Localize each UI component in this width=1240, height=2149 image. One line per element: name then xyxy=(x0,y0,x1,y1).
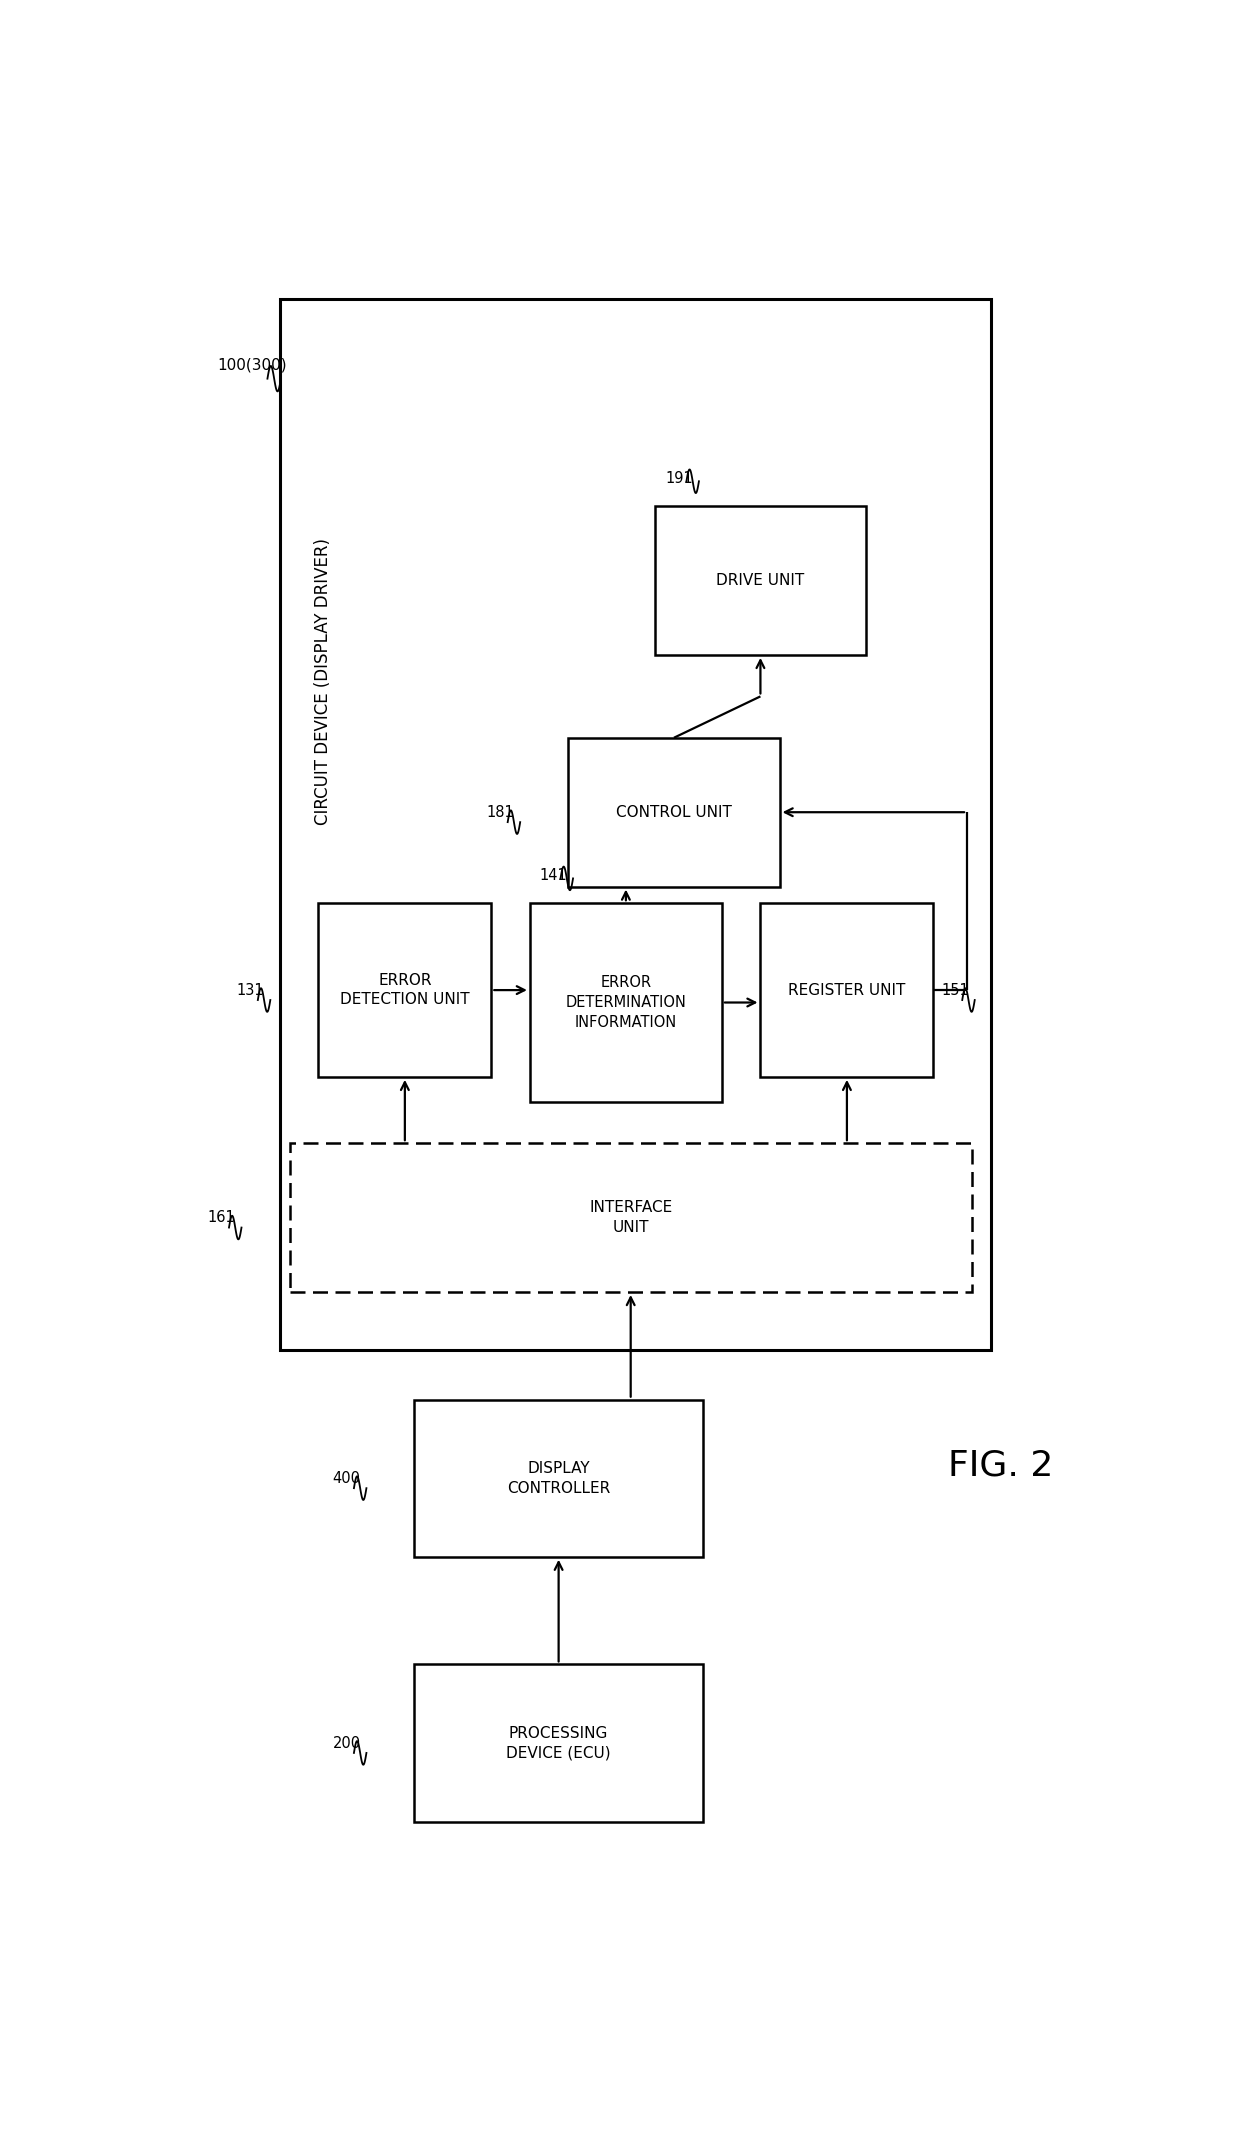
Text: 191: 191 xyxy=(666,471,693,486)
Text: 400: 400 xyxy=(332,1470,361,1485)
Text: CIRCUIT DEVICE (DISPLAY DRIVER): CIRCUIT DEVICE (DISPLAY DRIVER) xyxy=(314,539,332,825)
Text: DISPLAY
CONTROLLER: DISPLAY CONTROLLER xyxy=(507,1461,610,1496)
Bar xyxy=(529,903,722,1102)
Text: 100(300): 100(300) xyxy=(217,359,288,374)
Bar xyxy=(655,505,866,655)
Text: DRIVE UNIT: DRIVE UNIT xyxy=(717,574,805,589)
Bar xyxy=(568,737,780,888)
Text: 151: 151 xyxy=(941,982,968,997)
Text: 161: 161 xyxy=(208,1210,236,1225)
Text: 200: 200 xyxy=(332,1736,361,1751)
Text: PROCESSING
DEVICE (ECU): PROCESSING DEVICE (ECU) xyxy=(506,1726,611,1760)
Text: ERROR
DETECTION UNIT: ERROR DETECTION UNIT xyxy=(340,973,470,1008)
Bar xyxy=(414,1399,703,1556)
Bar xyxy=(760,903,934,1077)
Text: INTERFACE
UNIT: INTERFACE UNIT xyxy=(589,1201,672,1236)
Bar xyxy=(319,903,491,1077)
Bar xyxy=(280,299,991,1350)
Text: ERROR
DETERMINATION
INFORMATION: ERROR DETERMINATION INFORMATION xyxy=(565,976,686,1029)
Text: 131: 131 xyxy=(237,982,264,997)
Text: 181: 181 xyxy=(486,804,515,819)
Bar xyxy=(414,1663,703,1822)
Text: FIG. 2: FIG. 2 xyxy=(949,1448,1053,1483)
Text: CONTROL UNIT: CONTROL UNIT xyxy=(616,804,732,819)
Text: 141: 141 xyxy=(539,868,567,883)
Text: REGISTER UNIT: REGISTER UNIT xyxy=(789,982,905,997)
Bar xyxy=(290,1143,972,1292)
